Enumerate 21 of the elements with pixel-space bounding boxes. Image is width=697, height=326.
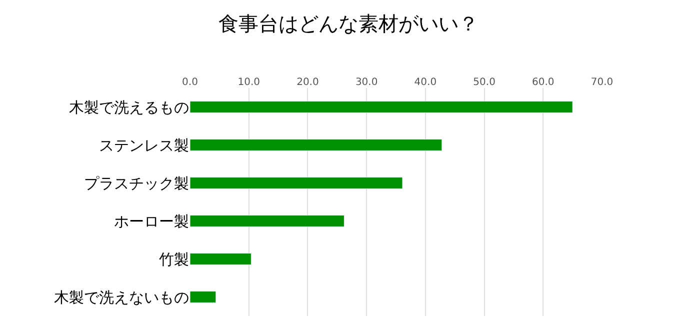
bar [190,215,344,227]
chart-title: 食事台はどんな素材がいい？ [218,11,478,36]
x-tick-label: 40.0 [414,77,437,88]
y-tick-label: ホーロー製 [114,212,189,230]
y-tick-label: ステンレス製 [99,136,189,154]
y-tick-label: 木製で洗えるもの [69,98,189,116]
x-tick-label: 70.0 [590,77,614,88]
x-tick-label: 10.0 [238,77,260,88]
x-tick-label: 30.0 [355,77,378,88]
x-tick-label: 20.0 [296,77,319,88]
bar [190,101,573,113]
x-tick-label: 50.0 [473,77,496,88]
y-tick-label: 木製で洗えないもの [54,288,189,306]
x-tick-label: 60.0 [532,77,554,88]
y-tick-label: プラスチック製 [84,174,189,192]
bar [190,291,216,303]
bar [190,177,403,189]
bar [190,139,442,151]
y-tick-label: 竹製 [159,250,189,268]
x-tick-label: 0.0 [182,77,198,88]
bar [190,253,252,265]
